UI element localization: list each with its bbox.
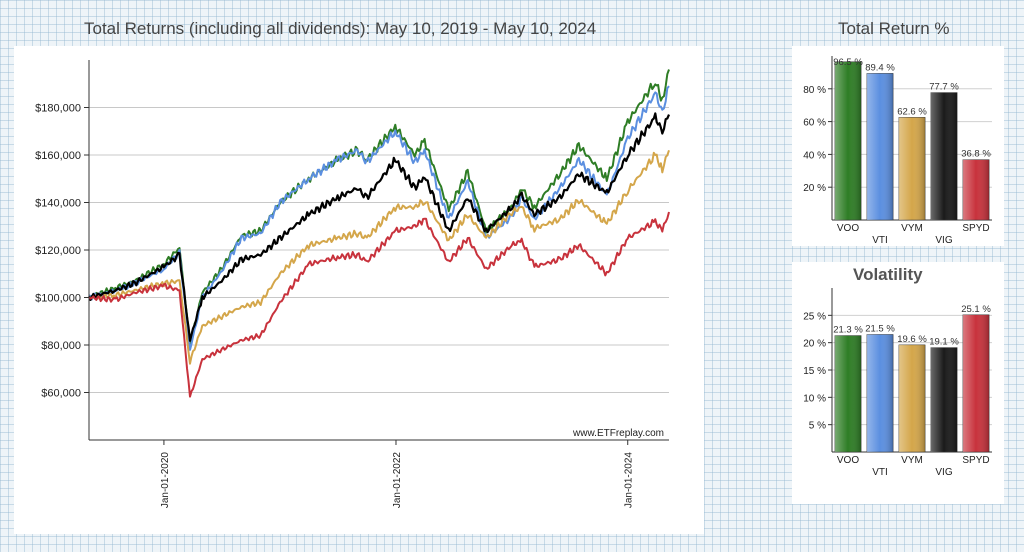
category-label: SPYD: [962, 455, 989, 466]
watermark: www.ETFreplay.com: [572, 428, 664, 439]
y-tick-label: 80 %: [803, 85, 826, 96]
series-line-voo: [88, 69, 670, 346]
category-label: VYM: [901, 455, 923, 466]
bar-value-label: 25.1 %: [961, 304, 991, 315]
bar-shading: [866, 73, 894, 220]
bar-shading: [962, 159, 990, 220]
bar-value-label: 36.8 %: [961, 149, 991, 160]
x-tick-label: Jan-01-2024: [624, 452, 635, 509]
bar-shading: [962, 314, 990, 452]
category-label: VIG: [935, 467, 952, 478]
bar-shading: [834, 61, 862, 221]
line-chart-panel: $60,000 $80,000 $100,000 $120,000 $140,000 $1…: [14, 46, 704, 534]
x-tick-label: Jan-01-2020: [160, 452, 171, 509]
y-tick-label: 25 %: [803, 311, 826, 322]
y-tick-label: $120,000: [35, 245, 81, 257]
line-chart: $60,000 $80,000 $100,000 $120,000 $140,000 $1…: [35, 60, 671, 508]
y-tick-label: 40 %: [803, 150, 826, 161]
category-label: SPYD: [962, 223, 989, 234]
bar-shading: [930, 347, 958, 452]
bar-shading: [930, 92, 958, 220]
y-tick-label: 60 %: [803, 118, 826, 129]
bar-value-label: 19.1 %: [929, 337, 959, 348]
bar-value-label: 89.4 %: [865, 62, 895, 73]
category-label: VOO: [837, 223, 859, 234]
category-label: VOO: [837, 455, 859, 466]
total-return-bar-chart: 20 % 40 % 60 % 80 % 96.5 % VOO 89.4 % VTI 62.6 %…: [803, 56, 992, 246]
x-tick-label: Jan-01-2022: [392, 452, 403, 509]
category-label: VIG: [935, 235, 952, 246]
bar-shading: [834, 335, 862, 452]
bar-value-label: 77.7 %: [929, 82, 959, 93]
bar-value-label: 21.5 %: [865, 323, 895, 334]
bar-value-label: 21.3 %: [833, 325, 863, 336]
line-chart-axes: $60,000 $80,000 $100,000 $120,000 $140,000 $1…: [35, 60, 669, 508]
y-tick-label: 20 %: [803, 339, 826, 350]
bar-shading: [898, 117, 926, 220]
y-tick-label: $180,000: [35, 103, 81, 115]
y-tick-label: $140,000: [35, 198, 81, 210]
series-line-vti: [88, 85, 670, 351]
category-label: VTI: [872, 235, 888, 246]
volatility-title: Volatility: [853, 265, 923, 284]
total-return-title: Total Return %: [838, 19, 950, 38]
volatility-bar-chart: 5 % 10 % 15 % 20 % 25 % 21.3 % VOO 21.5 % VTI 19.…: [803, 288, 992, 478]
y-tick-label: 5 %: [809, 421, 826, 432]
y-tick-label: $160,000: [35, 150, 81, 162]
bar-value-label: 96.5 %: [833, 57, 863, 68]
series-line-vig: [87, 112, 671, 342]
y-tick-label: $80,000: [41, 340, 81, 352]
bar-value-label: 19.6 %: [897, 334, 927, 345]
bar-shading: [866, 334, 894, 452]
y-tick-label: 10 %: [803, 393, 826, 404]
main-chart-title: Total Returns (including all dividends):…: [84, 19, 597, 38]
series-line-vym: [88, 149, 670, 365]
y-tick-label: 20 %: [803, 183, 826, 194]
series-line-spyd: [88, 211, 670, 398]
line-chart-series: [87, 69, 671, 398]
y-tick-label: $100,000: [35, 293, 81, 305]
category-label: VYM: [901, 223, 923, 234]
bar-value-label: 62.6 %: [897, 106, 927, 117]
category-label: VTI: [872, 467, 888, 478]
bar-shading: [898, 344, 926, 452]
volatility-panel: Volatility 5 % 10 % 15 % 20 % 25 % 21.3 % VOO 2…: [792, 262, 1004, 504]
y-tick-label: $60,000: [41, 388, 81, 400]
total-return-panel: 20 % 40 % 60 % 80 % 96.5 % VOO 89.4 % VTI 62.6 %…: [792, 46, 1004, 246]
y-tick-label: 15 %: [803, 366, 826, 377]
